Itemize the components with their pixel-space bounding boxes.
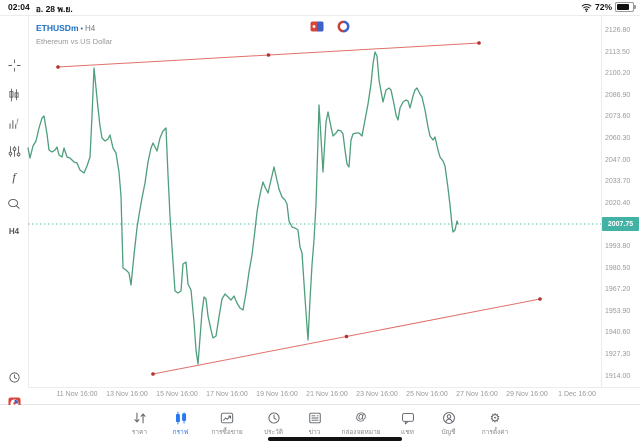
indicators-button[interactable]: f: [0, 113, 28, 133]
tab-label: ข่าว: [308, 429, 321, 436]
news-flag-icon[interactable]: [310, 21, 324, 32]
statusbar-divider: [0, 15, 640, 16]
status-date: อ. 28 พ.ย.: [35, 4, 73, 14]
tab-mailbox[interactable]: @ กล่องจดหมาย: [335, 405, 387, 437]
tab-trade[interactable]: การซื้อขาย: [201, 405, 253, 437]
toolbar-divider: [0, 404, 640, 405]
tab-label: การซื้อขาย: [211, 429, 243, 436]
news-icon: [308, 410, 322, 425]
chart-event-icons: [310, 20, 350, 33]
clock-time: 02:04: [8, 2, 30, 12]
price-axis-label: 2073.60: [605, 113, 631, 121]
trendline-anchor[interactable]: [477, 41, 481, 45]
svg-text:f: f: [16, 118, 19, 125]
trendline-anchor[interactable]: [538, 297, 542, 301]
tab-label: กล่องจดหมาย: [341, 429, 381, 436]
current-price-badge: 2007.75: [602, 217, 639, 231]
price-axis-label: 2100.20: [605, 70, 631, 78]
tab-label: บัญชี: [441, 429, 456, 436]
time-axis-label: 13 Nov 16:00: [106, 391, 148, 398]
time-axis-label: 17 Nov 16:00: [206, 391, 248, 398]
battery-percent: 72%: [594, 2, 612, 12]
tab-label: ประวัติ: [264, 429, 283, 436]
time-axis-label: 23 Nov 16:00: [356, 391, 398, 398]
time-axis-label: 25 Nov 16:00: [406, 391, 448, 398]
objects-sliders-button[interactable]: [0, 141, 28, 161]
trendline-anchor[interactable]: [151, 372, 155, 376]
trendline-anchor[interactable]: [56, 65, 60, 69]
chart-header[interactable]: ETHUSDm • H4 Ethereum vs US Dollar: [36, 17, 112, 46]
status-bar: 02:04 อ. 28 พ.ย. 72%: [0, 0, 640, 15]
crosshair-tool-button[interactable]: [0, 55, 28, 75]
history-clock-button[interactable]: [0, 367, 28, 387]
account-icon: [442, 410, 456, 425]
price-axis-label: 1953.90: [605, 307, 631, 315]
time-axis-label: 1 Dec 16:00: [558, 391, 596, 398]
tab-news[interactable]: ข่าว: [294, 405, 335, 437]
price-axis-label: 2113.50: [605, 48, 630, 56]
price-axis-label: 2020.40: [605, 199, 631, 207]
price-axis-label: 1927.30: [605, 351, 631, 358]
price-axis-label: 1914.00: [605, 372, 631, 380]
price-axis-label: 1993.80: [605, 243, 631, 250]
price-axis-label: 2126.80: [605, 27, 631, 34]
tab-label: แชท: [401, 429, 414, 436]
time-axis-label: 21 Nov 16:00: [306, 391, 348, 398]
price-axis-label: 1940.60: [605, 329, 631, 337]
timeframe-button[interactable]: H4: [8, 226, 20, 236]
price-axis-label: 2047.00: [605, 156, 631, 164]
price-line-series: [27, 51, 459, 365]
battery-icon: [615, 2, 636, 12]
price-axis-label: 2033.70: [605, 178, 631, 186]
tab-history[interactable]: ประวัติ: [253, 405, 294, 437]
trendline-anchor[interactable]: [344, 334, 349, 339]
quotes-icon: [133, 410, 147, 425]
chart-type-candles-button[interactable]: [0, 85, 28, 105]
price-axis-label: 2060.30: [605, 135, 631, 142]
header-timeframe: H4: [84, 24, 96, 33]
price-axis-label: 1980.50: [605, 264, 631, 272]
tab-label: ราคา: [131, 429, 148, 436]
price-axis-divider: [601, 15, 602, 387]
symbol-description: Ethereum vs US Dollar: [36, 37, 113, 46]
time-axis-label: 15 Nov 16:00: [156, 391, 198, 398]
home-indicator[interactable]: [268, 437, 402, 441]
chart-icon: [174, 410, 188, 425]
time-axis-label: 19 Nov 16:00: [256, 391, 298, 398]
symbol-name[interactable]: ETHUSDm: [36, 23, 79, 33]
price-axis-label: 2086.90: [605, 91, 631, 99]
history-icon: [267, 410, 281, 425]
tab-label: การตั้งค่า: [481, 429, 509, 436]
chat-icon: [401, 410, 415, 425]
tab-account[interactable]: บัญชี: [428, 405, 469, 437]
wifi-icon: [581, 3, 592, 12]
sidebar-divider: [28, 15, 29, 387]
settings-icon: ⚙: [489, 410, 501, 425]
price-axis[interactable]: 2126.80 2113.50 2100.20 2086.90 2073.60 2060.…: [601, 15, 640, 387]
time-axis-label: 27 Nov 16:00: [456, 391, 498, 398]
time-axis-label: 11 Nov 16:00: [56, 391, 98, 398]
trade-icon: [220, 410, 234, 425]
tab-chart[interactable]: กราฟ: [160, 405, 201, 437]
symbol-separator-icon: •: [80, 26, 83, 33]
price-axis-label: 1967.20: [605, 286, 631, 294]
time-axis-label: 29 Nov 16:00: [506, 391, 548, 398]
tab-settings[interactable]: ⚙ การตั้งค่า: [469, 405, 521, 437]
tab-chat[interactable]: แชท: [387, 405, 428, 437]
tab-quotes[interactable]: ราคา: [119, 405, 160, 437]
time-axis-divider: [28, 387, 640, 388]
functions-button[interactable]: f: [12, 169, 16, 184]
tab-label: กราฟ: [172, 429, 189, 436]
shapes-objects-button[interactable]: [0, 193, 28, 213]
calendar-pie-icon[interactable]: [337, 20, 350, 33]
time-axis[interactable]: 11 Nov 16:00 13 Nov 16:00 15 Nov 16:00 17 N…: [28, 388, 640, 404]
trendline-anchor[interactable]: [266, 53, 271, 57]
mailbox-icon: @: [355, 411, 367, 423]
